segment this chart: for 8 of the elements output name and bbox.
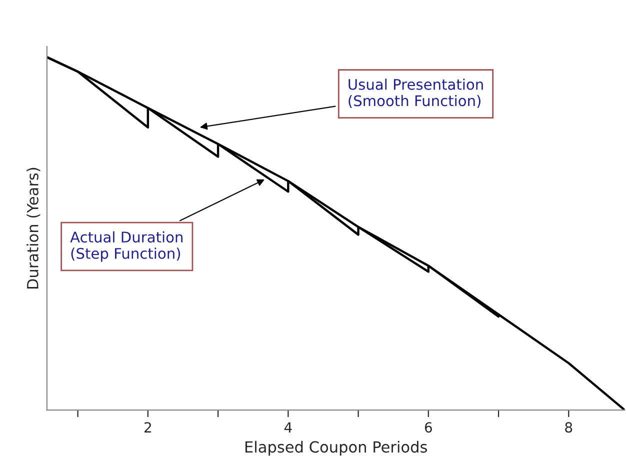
y-axis-title: Duration (Years) <box>26 168 40 289</box>
x-axis-title: Elapsed Coupon Periods <box>245 440 427 456</box>
annotation: Actual Duration (Step Function) <box>70 231 182 262</box>
annotation: Usual Presentation (Smooth Function) <box>348 78 483 108</box>
x-tick-label: 4 <box>284 422 292 432</box>
x-tick-label: 6 <box>424 422 432 433</box>
x-tick-label: 2 <box>144 422 151 432</box>
x-tick-label: 8 <box>565 422 572 433</box>
